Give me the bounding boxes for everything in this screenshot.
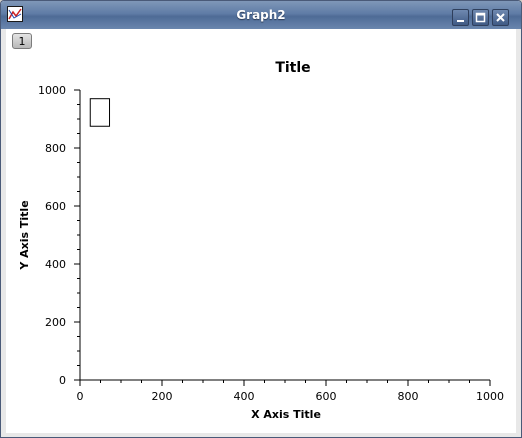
y-tick-label: 0: [59, 374, 66, 387]
close-icon: [496, 13, 505, 22]
close-button[interactable]: [492, 9, 509, 26]
x-tick-label: 200: [152, 390, 173, 403]
window-right-border: [516, 29, 521, 437]
window-titlebar[interactable]: Graph2: [1, 1, 521, 29]
window-title: Graph2: [236, 8, 286, 22]
legend-box[interactable]: [89, 98, 111, 127]
y-tick-label: 800: [45, 142, 66, 155]
x-tick-label: 0: [77, 390, 84, 403]
y-tick-label: 600: [45, 200, 66, 213]
graph-page[interactable]: Title 0 200 400 600 800 1000 0 200 400 600 800 1000…: [6, 29, 516, 433]
graph-app-icon[interactable]: [7, 6, 23, 22]
y-axis-title[interactable]: Y Axis Title: [18, 200, 31, 270]
chart-title[interactable]: Title: [275, 60, 310, 76]
minimize-icon: [457, 20, 464, 22]
x-axis-title[interactable]: X Axis Title: [251, 408, 321, 421]
window-bottom-border: [1, 433, 521, 437]
y-tick-label: 1000: [38, 84, 66, 97]
maximize-icon: [475, 12, 486, 23]
x-tick-label: 400: [234, 390, 255, 403]
y-tick-label: 200: [45, 316, 66, 329]
layer-tab[interactable]: 1: [12, 33, 32, 49]
maximize-button[interactable]: [472, 9, 489, 26]
x-tick-label: 600: [316, 390, 337, 403]
window-left-border: [1, 29, 6, 437]
x-tick-label: 800: [398, 390, 419, 403]
y-tick-label: 400: [45, 258, 66, 271]
minimize-button[interactable]: [452, 9, 469, 26]
axes: 0 200 400 600 800 1000 0 200 400 600 800 1000: [38, 84, 504, 403]
chart[interactable]: Title 0 200 400 600 800 1000 0 200 400 600 800 1000…: [6, 29, 516, 433]
x-tick-label: 1000: [476, 390, 504, 403]
